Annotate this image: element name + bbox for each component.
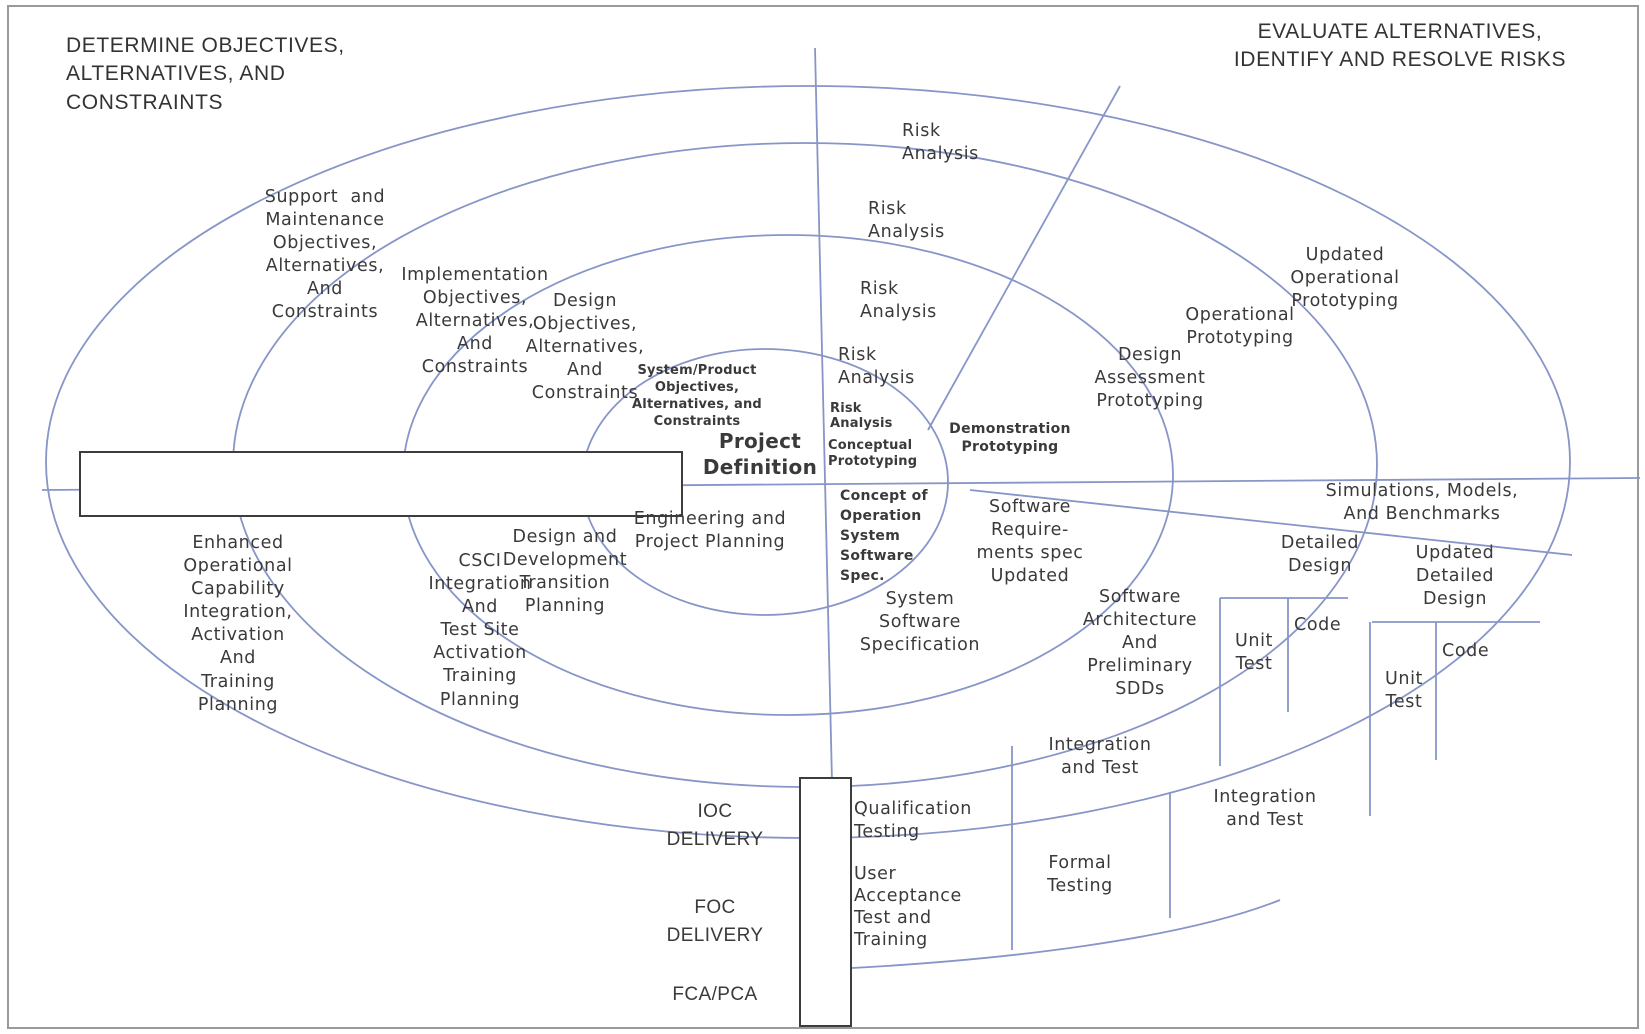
csci-integration-planning: CSCI Integration And Test Site Activatio… xyxy=(428,551,532,710)
operational-prototyping: Operational Prototyping xyxy=(1185,305,1295,349)
concept-of-operation: Concept of Operation System Software Spe… xyxy=(840,488,928,585)
updated-operational-prototyping: Updated Operational Prototyping xyxy=(1290,245,1400,312)
implementation-objectives: Implementation Objectives, Alternatives,… xyxy=(401,265,549,378)
unit-test-cell-1: Unit Test xyxy=(1234,631,1274,675)
risk-analysis-4: Risk Analysis xyxy=(902,121,979,165)
enhanced-operational-capability-planning: Enhanced Operational Capability Integrat… xyxy=(183,533,293,715)
design-development-transition-planning: Design and Development Transition Planni… xyxy=(502,527,628,617)
design-objectives: Design Objectives, Alternatives, And Con… xyxy=(525,291,645,404)
system-product-objectives: System/Product Objectives, Alternatives,… xyxy=(632,363,762,430)
risk-analysis-1: Risk Analysis xyxy=(838,345,915,389)
grid-outer-bottom-curve xyxy=(851,899,1281,969)
updated-detailed-design: Updated Detailed Design xyxy=(1415,543,1495,610)
integration-and-test-1: Integration and Test xyxy=(1048,735,1152,779)
outer-frame xyxy=(7,5,1639,1029)
support-maintenance-objectives: Support and Maintenance Objectives, Alte… xyxy=(264,187,386,323)
software-requirements-spec: Software Require- ments spec Updated xyxy=(976,497,1084,587)
demonstration-prototyping: Demonstration Prototyping xyxy=(949,421,1071,456)
foc-delivery: FOC DELIVERY xyxy=(666,897,764,946)
radial-line-lower-right xyxy=(969,489,1573,556)
delivery-column-box xyxy=(799,777,852,1027)
vertical-axis xyxy=(814,47,833,783)
quadrant-header-objectives: DETERMINE OBJECTIVES, ALTERNATIVES, AND … xyxy=(66,34,345,114)
design-assessment-prototyping: Design Assessment Prototyping xyxy=(1094,345,1206,412)
risk-analysis-3: Risk Analysis xyxy=(868,199,945,243)
risk-analysis-0: Risk Analysis xyxy=(830,401,893,431)
engineering-project-planning: Engineering and Project Planning xyxy=(633,509,787,553)
integration-and-test-2: Integration and Test xyxy=(1213,787,1317,831)
quadrant-header-risks: EVALUATE ALTERNATIVES, IDENTIFY AND RESO… xyxy=(1233,20,1567,72)
fca-pca: FCA/PCA xyxy=(672,984,758,1005)
user-acceptance-test: User Acceptance Test and Training xyxy=(854,864,962,950)
conceptual-prototyping: Conceptual Prototyping xyxy=(828,438,918,469)
ioc-delivery: IOC DELIVERY xyxy=(666,801,764,850)
empty-label-box xyxy=(79,451,683,517)
software-architecture-sdds: Software Architecture And Preliminary SD… xyxy=(1082,587,1198,700)
project-definition: Project Definition xyxy=(702,429,818,480)
code-cell-2: Code xyxy=(1442,641,1490,661)
qualification-testing: Qualification Testing xyxy=(854,799,973,843)
simulations-models-benchmarks: Simulations, Models, And Benchmarks xyxy=(1325,481,1519,525)
system-software-specification: System Software Specification xyxy=(859,589,981,656)
risk-analysis-2: Risk Analysis xyxy=(860,279,937,323)
radial-line-diagonal xyxy=(927,85,1121,431)
formal-testing: Formal Testing xyxy=(1047,853,1113,897)
unit-test-cell-2: Unit Test xyxy=(1384,669,1424,713)
detailed-design: Detailed Design xyxy=(1280,533,1360,577)
code-cell-1: Code xyxy=(1294,615,1342,635)
